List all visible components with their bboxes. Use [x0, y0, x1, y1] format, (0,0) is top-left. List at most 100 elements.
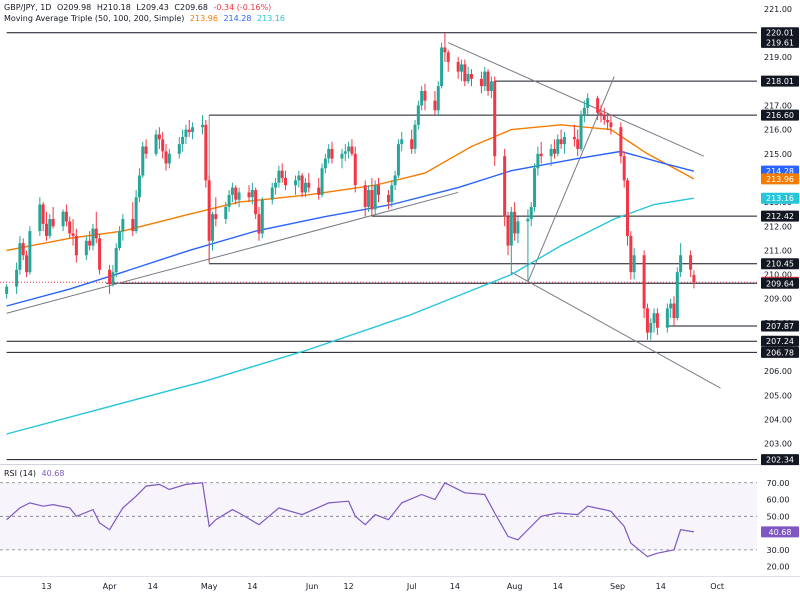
ohlc-open: O209.98 — [56, 3, 92, 12]
price-level-badge-text: 207.87 — [766, 322, 794, 331]
price-level-badge-bg — [761, 210, 799, 222]
candle-body — [463, 64, 467, 82]
candle-body — [181, 136, 185, 145]
candle — [396, 139, 400, 178]
candle-body — [300, 175, 304, 193]
candle-body — [44, 223, 48, 236]
candle-body — [214, 214, 218, 220]
candle-body — [393, 175, 397, 186]
time-axis-tick: Aug — [507, 582, 523, 591]
candle — [201, 115, 205, 135]
candle — [131, 202, 135, 236]
candle — [293, 175, 297, 195]
candle — [390, 180, 394, 207]
candle — [181, 129, 185, 152]
candle-body — [386, 194, 390, 203]
price-axis-tick: 206.00 — [764, 367, 792, 376]
candle — [137, 168, 141, 203]
candle-body — [121, 219, 125, 232]
candle-body — [652, 313, 656, 323]
candle-body — [672, 303, 676, 319]
candle — [460, 59, 464, 82]
rsi-value-badge: 40.68 — [761, 526, 799, 538]
candle — [277, 165, 281, 188]
ma-header: Moving Average Triple (50, 100, 200, Sim… — [4, 14, 285, 23]
candle — [260, 197, 264, 239]
candle-body — [609, 122, 613, 128]
candle — [71, 219, 75, 246]
candle-body — [167, 153, 171, 164]
candle — [493, 76, 497, 166]
price-level-badge-text: 209.64 — [766, 279, 794, 288]
candle-body — [224, 206, 228, 220]
candle — [237, 187, 241, 207]
candle-body — [74, 235, 78, 256]
candle — [108, 264, 112, 294]
price-level-badge-bg — [761, 320, 799, 332]
rsi-label: RSI (14) — [4, 469, 36, 478]
candle-body — [347, 146, 351, 152]
candle — [250, 182, 254, 205]
candle-body — [665, 308, 669, 328]
candle — [586, 93, 590, 116]
candle-body — [254, 190, 258, 215]
candle — [284, 170, 288, 191]
candle-body — [280, 170, 284, 178]
candle — [665, 303, 669, 333]
candle-body — [15, 269, 19, 287]
candle — [562, 132, 566, 154]
candle — [446, 49, 450, 72]
candle-body — [293, 180, 297, 186]
candle — [254, 187, 258, 220]
candle-body — [118, 231, 122, 248]
trendline — [448, 42, 705, 157]
rsi-line — [6, 482, 694, 558]
candle — [370, 177, 374, 217]
ma200-value: 213.16 — [257, 14, 286, 23]
rsi-value: 40.68 — [41, 469, 65, 478]
candle — [559, 129, 563, 149]
candle — [679, 243, 683, 277]
price-level-badge: 219.61 — [761, 36, 799, 48]
candle — [257, 206, 261, 241]
candle — [38, 197, 42, 236]
candle-body — [108, 269, 112, 285]
candle-body — [270, 187, 274, 200]
candle-body — [234, 187, 238, 200]
candle — [224, 202, 228, 224]
candle — [626, 177, 630, 246]
candle-body — [297, 175, 301, 181]
time-axis-tick: Apr — [103, 582, 118, 591]
candle — [619, 122, 623, 164]
candle — [343, 144, 347, 162]
candle-body — [284, 177, 288, 186]
time-axis-tick: 14 — [656, 582, 666, 591]
candle — [433, 90, 437, 116]
candle-body — [645, 308, 649, 333]
candle-body — [137, 175, 141, 198]
candle — [579, 110, 583, 152]
price-level-badge-text: 213.96 — [766, 175, 794, 184]
candle-body — [579, 115, 583, 149]
price-level-badge-text: 207.24 — [766, 337, 794, 346]
candle — [386, 190, 390, 210]
time-axis-tick: May — [201, 582, 218, 591]
candle — [410, 129, 414, 154]
candle-body — [370, 190, 374, 210]
candle — [210, 211, 214, 251]
price-level-badge-bg — [761, 335, 799, 347]
price-level-badge-bg — [761, 454, 799, 466]
candle — [118, 226, 122, 251]
time-axis-tick: 12 — [344, 582, 354, 591]
candle-body — [516, 221, 520, 234]
rsi-axis-tick: 70.00 — [767, 479, 790, 488]
candle — [443, 32, 447, 62]
candle — [549, 144, 553, 166]
price-level-badge-bg — [761, 277, 799, 289]
price-level-badge: 220.01 — [761, 27, 799, 39]
chart-header: GBP/JPY, 1D O209.98 H210.18 L209.43 C209… — [4, 3, 271, 12]
candle — [230, 182, 234, 203]
candle-body — [327, 148, 331, 159]
price-level-badge-bg — [761, 258, 799, 270]
candle — [134, 190, 138, 234]
